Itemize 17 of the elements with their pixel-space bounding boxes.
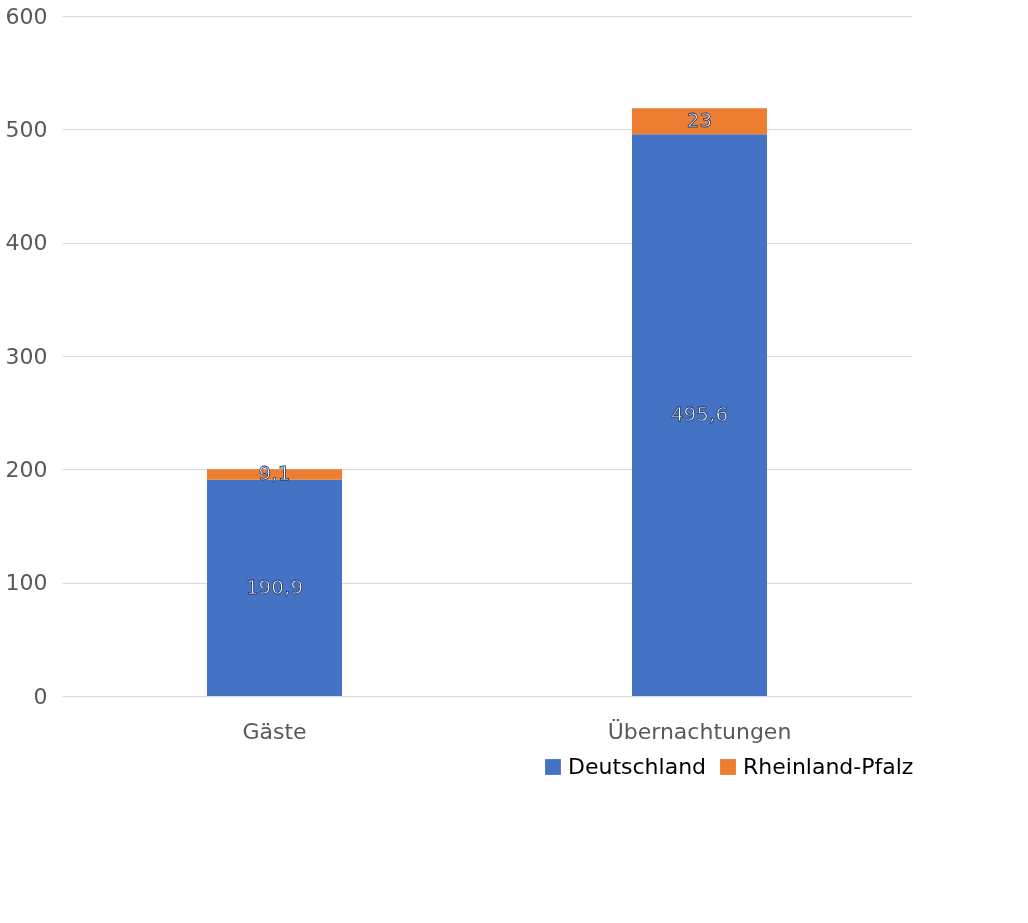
bar xyxy=(632,108,767,135)
y-tick-label: 500 xyxy=(5,116,48,142)
bar xyxy=(632,134,767,696)
y-tick-label: 0 xyxy=(33,683,48,709)
y-tick-label: 200 xyxy=(5,456,48,482)
y-tick-label: 300 xyxy=(5,343,48,369)
data-label: 495,6 xyxy=(670,402,729,427)
data-label: 23 xyxy=(686,108,713,133)
x-tick-label: Gäste xyxy=(242,718,307,744)
y-tick-label: 600 xyxy=(5,3,48,29)
legend-label: Rheinland-Pfalz xyxy=(743,754,914,779)
data-label: 190,9 xyxy=(245,574,304,599)
x-tick-label: Übernachtungen xyxy=(607,718,792,744)
legend-label: Deutschland xyxy=(568,754,707,779)
y-tick-label: 400 xyxy=(5,230,48,256)
y-tick-label: 100 xyxy=(5,570,48,596)
data-label: 9,1 xyxy=(258,461,291,486)
